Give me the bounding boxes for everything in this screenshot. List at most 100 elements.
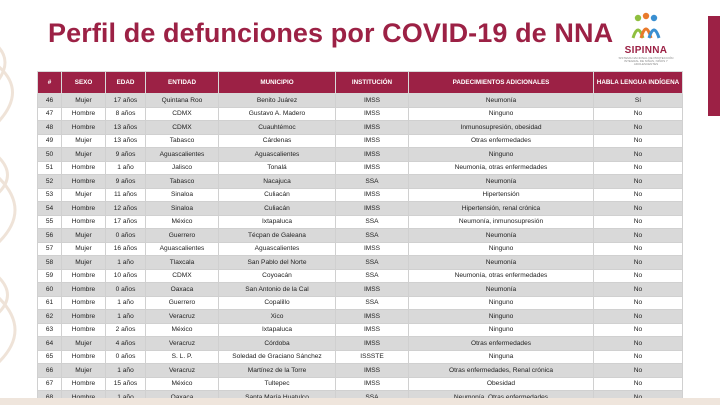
bottom-decoration — [0, 398, 720, 405]
cell-col-state: Aguascalientes — [145, 241, 219, 256]
cell-col-number: 62 — [37, 309, 62, 324]
cell-col-institution: IMSS — [335, 93, 409, 108]
cell-col-sex: Hombre — [61, 295, 106, 310]
cell-col-municipality: Córdoba — [218, 336, 336, 351]
cell-col-institution: SSA — [335, 268, 409, 283]
cell-col-state: Tabasco — [145, 174, 219, 189]
table-header-row: # SEXO EDAD ENTIDAD MUNICIPIO INSTITUCIÓN PADE… — [37, 71, 683, 94]
cell-col-conditions: Hipertensión, renal crónica — [408, 201, 594, 216]
cell-col-state: Veracruz — [145, 363, 219, 378]
table-row: 48 Hombre 13 años CDMX Cuauhtémoc IMSS Inmunos… — [37, 120, 683, 135]
cell-col-institution: ISSSTE — [335, 349, 409, 364]
cell-col-municipality: Ixtapaluca — [218, 214, 336, 229]
cell-col-sex: Hombre — [61, 174, 106, 189]
cell-col-municipality: Cárdenas — [218, 133, 336, 148]
cell-col-municipality: Cuauhtémoc — [218, 120, 336, 135]
cell-col-state: Oaxaca — [145, 282, 219, 297]
cell-col-institution: IMSS — [335, 282, 409, 297]
cell-col-number: 59 — [37, 268, 62, 283]
cell-col-state: S. L. P. — [145, 349, 219, 364]
cell-col-age: 15 años — [105, 376, 146, 391]
cell-col-conditions: Otras enfermedades, Renal crónica — [408, 363, 594, 378]
cell-col-state: Tabasco — [145, 133, 219, 148]
cell-col-municipality: Gustavo A. Madero — [218, 106, 336, 121]
cell-col-conditions: Ninguno — [408, 309, 594, 324]
cell-col-state: Aguascalientes — [145, 147, 219, 162]
cell-col-age: 9 años — [105, 174, 146, 189]
header-col-municipality: MUNICIPIO — [218, 71, 336, 94]
cell-col-sex: Hombre — [61, 349, 106, 364]
cell-col-number: 53 — [37, 187, 62, 202]
table-row: 63 Hombre 2 años México Ixtapaluca IMSS Ningun… — [37, 322, 683, 337]
cell-col-number: 58 — [37, 255, 62, 270]
cell-col-number: 60 — [37, 282, 62, 297]
cell-col-sex: Mujer — [61, 336, 106, 351]
cell-col-indigenous-language: No — [593, 147, 683, 162]
cell-col-indigenous-language: No — [593, 160, 683, 175]
cell-col-sex: Hombre — [61, 160, 106, 175]
cell-col-municipality: Copalillo — [218, 295, 336, 310]
cell-col-indigenous-language: No — [593, 268, 683, 283]
table-row: 47 Hombre 8 años CDMX Gustavo A. Madero IMSS N… — [37, 106, 683, 121]
header-col-institution: INSTITUCIÓN — [335, 71, 409, 94]
cell-col-sex: Mujer — [61, 363, 106, 378]
cell-col-institution: SSA — [335, 295, 409, 310]
cell-col-conditions: Obesidad — [408, 376, 594, 391]
cell-col-age: 2 años — [105, 322, 146, 337]
cell-col-number: 46 — [37, 93, 62, 108]
cell-col-indigenous-language: No — [593, 174, 683, 189]
cell-col-sex: Mujer — [61, 255, 106, 270]
table-row: 55 Hombre 17 años México Ixtapaluca SSA Neumon… — [37, 214, 683, 229]
cell-col-conditions: Neumonía, otras enfermedades — [408, 160, 594, 175]
cell-col-conditions: Neumonía — [408, 282, 594, 297]
cell-col-sex: Mujer — [61, 93, 106, 108]
cell-col-indigenous-language: No — [593, 106, 683, 121]
cell-col-municipality: Martínez de la Torre — [218, 363, 336, 378]
cell-col-age: 16 años — [105, 241, 146, 256]
cell-col-state: México — [145, 214, 219, 229]
header-col-conditions: PADECIMIENTOS ADICIONALES — [408, 71, 594, 94]
cell-col-indigenous-language: No — [593, 322, 683, 337]
cell-col-conditions: Hipertensión — [408, 187, 594, 202]
logo-subtitle: SISTEMA NACIONAL DE PROTECCIÓN INTEGRAL … — [618, 56, 674, 66]
cell-col-indigenous-language: No — [593, 187, 683, 202]
cell-col-indigenous-language: No — [593, 133, 683, 148]
table-row: 67 Hombre 15 años México Tultepec IMSS Obesida… — [37, 376, 683, 391]
cell-col-conditions: Neumonía — [408, 228, 594, 243]
table-row: 62 Hombre 1 año Veracruz Xico IMSS Ninguno No — [37, 309, 683, 324]
cell-col-municipality: Xico — [218, 309, 336, 324]
cell-col-municipality: Aguascalientes — [218, 147, 336, 162]
cell-col-sex: Hombre — [61, 322, 106, 337]
table-row: 46 Mujer 17 años Quintana Roo Benito Juárez I… — [37, 93, 683, 108]
cell-col-number: 64 — [37, 336, 62, 351]
cell-col-municipality: Ixtapaluca — [218, 322, 336, 337]
sipinna-logo: SIPINNA SISTEMA NACIONAL DE PROTECCIÓN I… — [612, 12, 680, 66]
cell-col-institution: IMSS — [335, 133, 409, 148]
cell-col-number: 67 — [37, 376, 62, 391]
cell-col-age: 1 año — [105, 363, 146, 378]
cell-col-institution: IMSS — [335, 106, 409, 121]
cell-col-institution: SSA — [335, 228, 409, 243]
table-row: 60 Hombre 0 años Oaxaca San Antonio de la Ca… — [37, 282, 683, 297]
cell-col-age: 12 años — [105, 201, 146, 216]
cell-col-indigenous-language: No — [593, 309, 683, 324]
cell-col-conditions: Neumonía — [408, 174, 594, 189]
cell-col-age: 9 años — [105, 147, 146, 162]
cell-col-age: 11 años — [105, 187, 146, 202]
cell-col-institution: IMSS — [335, 363, 409, 378]
cell-col-municipality: Tonalá — [218, 160, 336, 175]
cell-col-state: México — [145, 322, 219, 337]
cell-col-number: 63 — [37, 322, 62, 337]
cell-col-municipality: Coyoacán — [218, 268, 336, 283]
cell-col-institution: SSA — [335, 255, 409, 270]
cell-col-age: 0 años — [105, 282, 146, 297]
cell-col-number: 57 — [37, 241, 62, 256]
cell-col-age: 17 años — [105, 93, 146, 108]
cell-col-conditions: Neumonía, inmunosupresión — [408, 214, 594, 229]
cell-col-institution: IMSS — [335, 160, 409, 175]
cell-col-institution: IMSS — [335, 147, 409, 162]
cell-col-municipality: Culiacán — [218, 187, 336, 202]
table-row: 64 Mujer 4 años Veracruz Córdoba IMSS Otras en… — [37, 336, 683, 351]
cell-col-state: CDMX — [145, 120, 219, 135]
cell-col-municipality: Soledad de Graciano Sánchez — [218, 349, 336, 364]
